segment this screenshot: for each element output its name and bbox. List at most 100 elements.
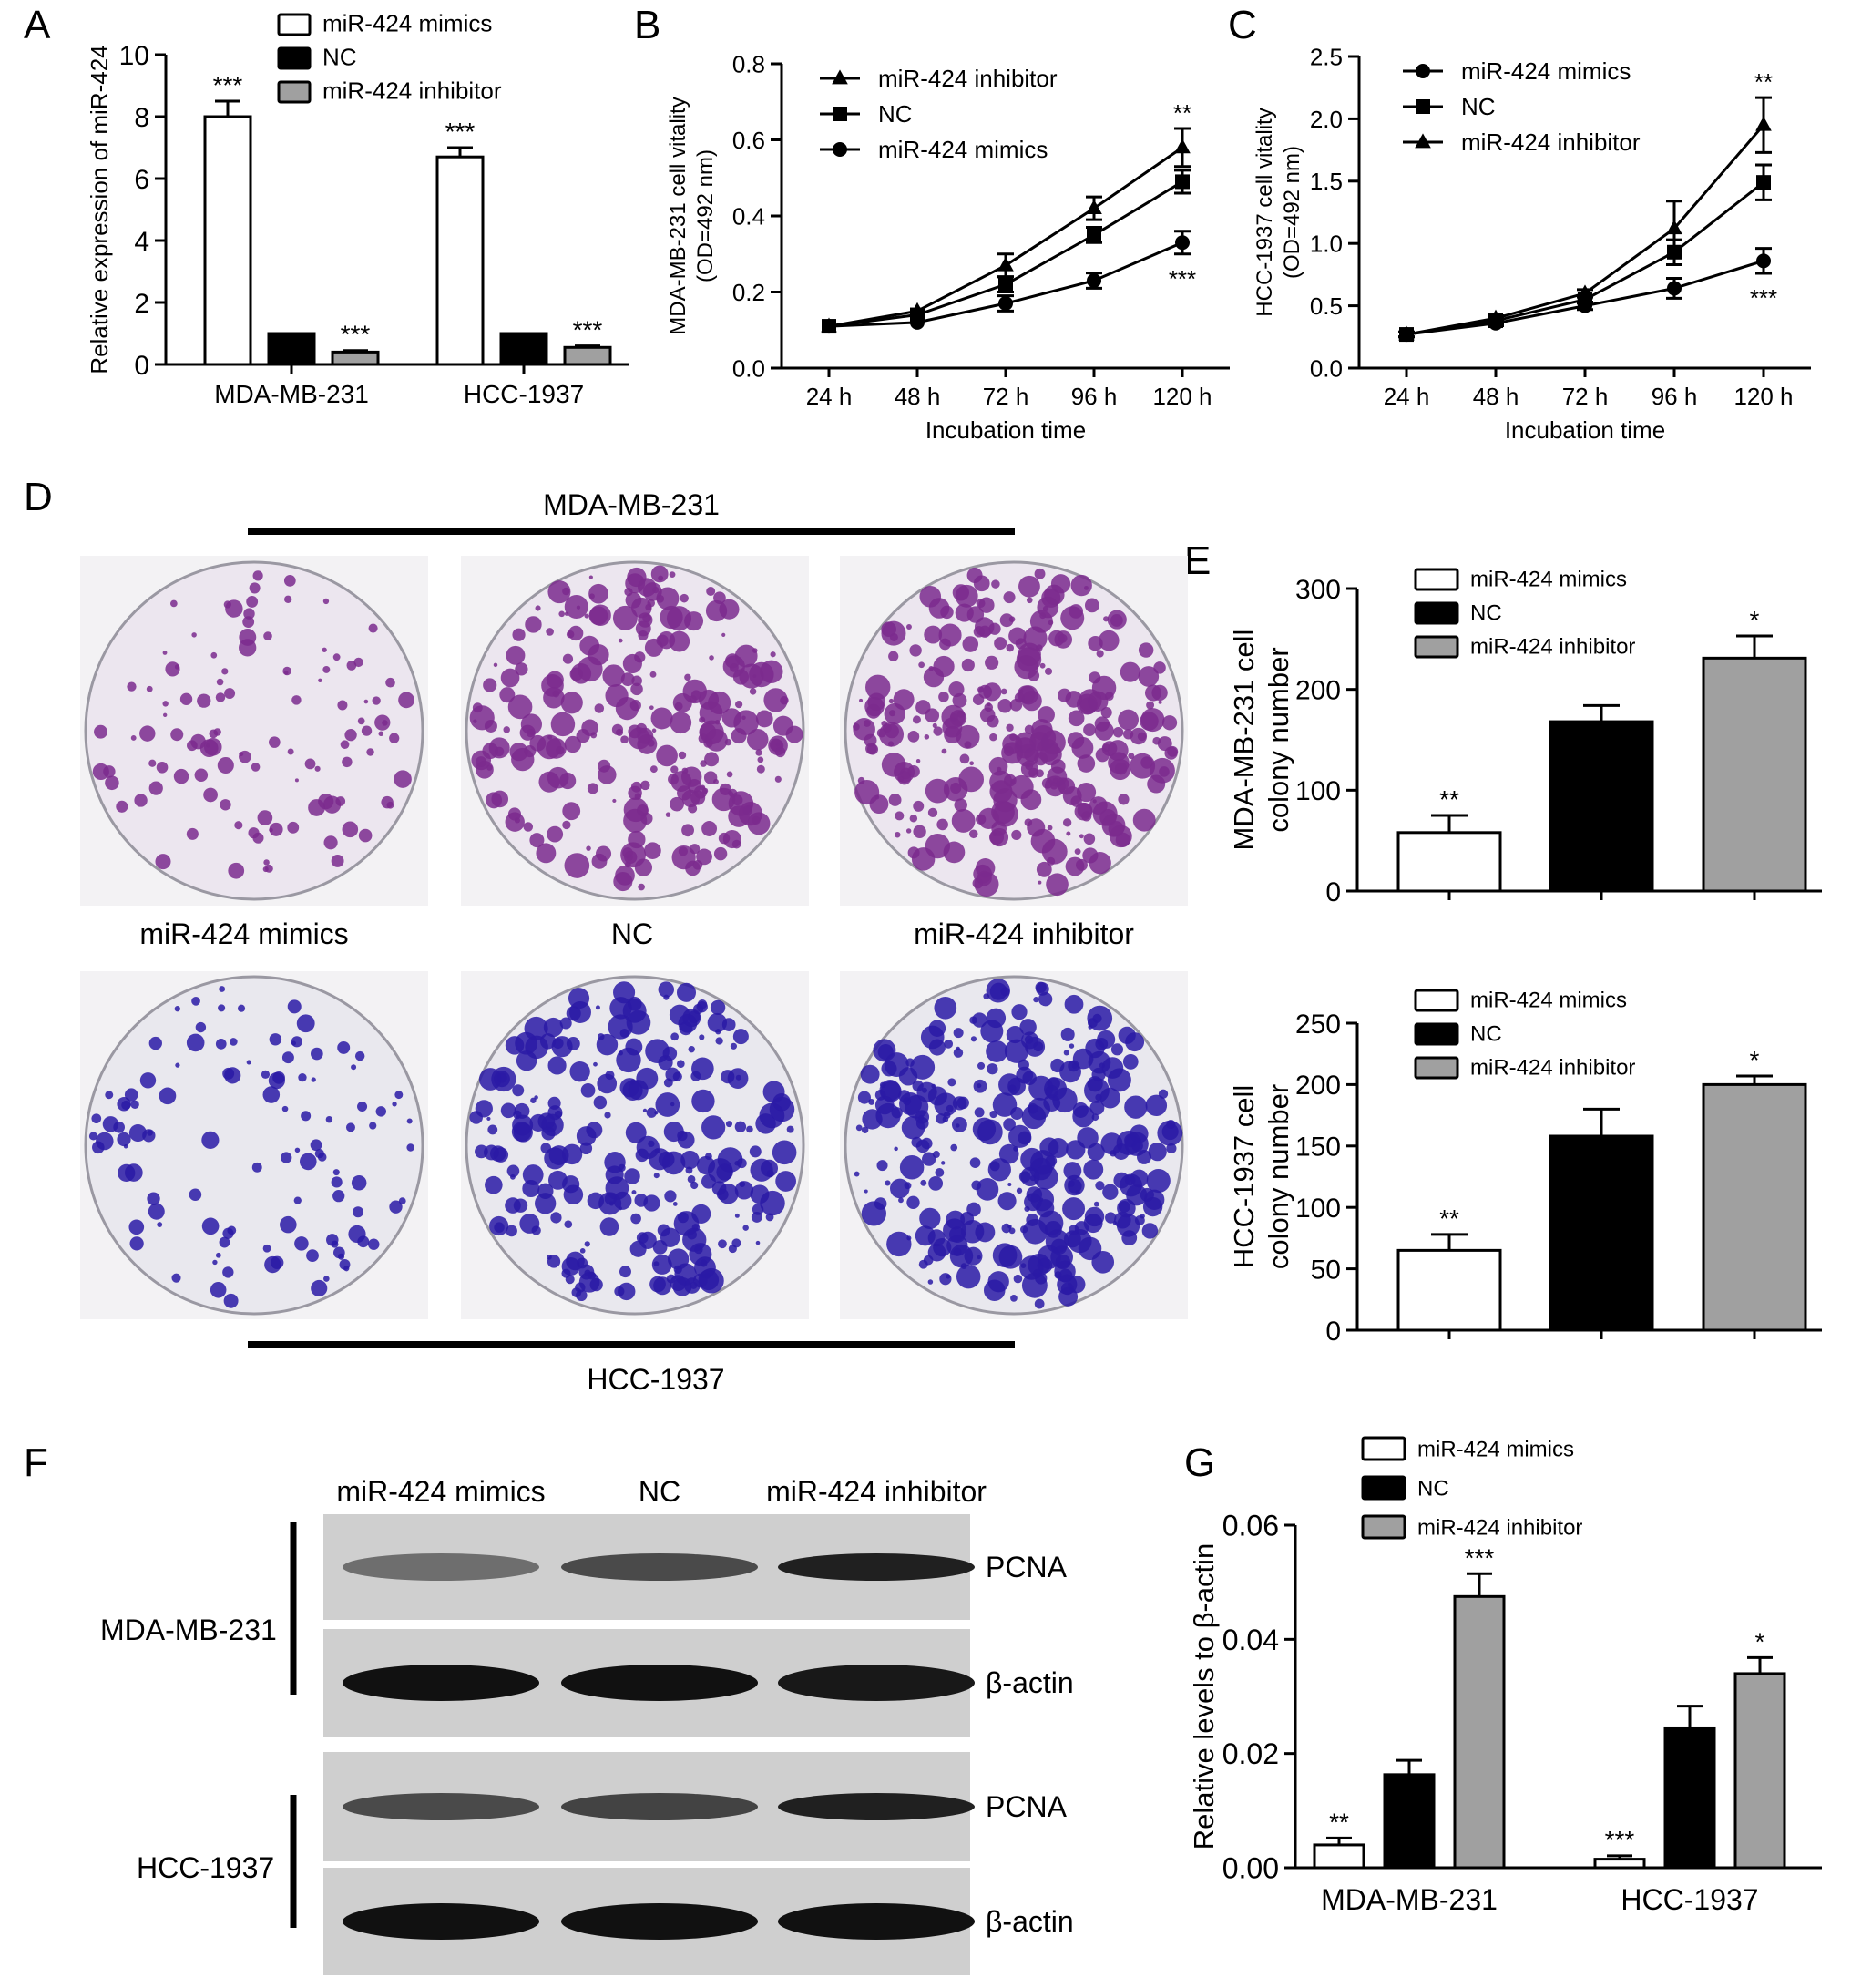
marker-circle	[1416, 64, 1430, 78]
colony	[910, 1054, 936, 1080]
colony	[952, 1096, 967, 1111]
marker-triangle	[1666, 220, 1682, 235]
colony	[928, 1175, 944, 1191]
colony	[690, 1181, 699, 1190]
colony	[658, 981, 674, 998]
colony	[1093, 1201, 1099, 1207]
colony	[1019, 1225, 1028, 1234]
significance-label: **	[1439, 785, 1459, 814]
colony	[746, 729, 769, 751]
colony	[281, 1105, 289, 1112]
colony	[1144, 1189, 1165, 1210]
colony	[550, 712, 576, 737]
colony	[215, 1252, 221, 1258]
colony	[653, 1261, 660, 1267]
colony	[862, 1109, 883, 1130]
colony	[262, 1086, 281, 1103]
colony	[625, 1038, 643, 1056]
colony	[938, 692, 949, 702]
colony	[690, 690, 701, 701]
colony	[630, 1213, 641, 1225]
legend-item-label: miR-424 mimics	[1470, 989, 1627, 1013]
colony	[1124, 1174, 1136, 1186]
colony	[705, 728, 728, 752]
colony	[943, 841, 966, 864]
colony	[1132, 808, 1156, 832]
marker-triangle	[1577, 284, 1593, 300]
colony	[406, 1143, 414, 1152]
colony	[983, 682, 1002, 702]
colony	[956, 710, 965, 718]
colony	[215, 692, 226, 702]
colony	[991, 579, 1000, 589]
colony	[562, 587, 570, 596]
colony	[1130, 727, 1148, 745]
colony	[1030, 1150, 1056, 1175]
y-axis-label: HCC-1937 cell vitality	[1253, 108, 1277, 316]
colony	[613, 871, 633, 892]
colony	[332, 1169, 340, 1176]
colony	[644, 842, 661, 860]
marker-circle	[1175, 235, 1190, 251]
colony	[670, 771, 692, 793]
legend-item-swatch	[1414, 601, 1459, 625]
colony	[665, 1067, 680, 1082]
colony	[992, 1092, 1018, 1117]
colony	[257, 810, 273, 825]
colony	[676, 982, 697, 1002]
colony	[1140, 712, 1159, 731]
colony	[512, 628, 526, 641]
colony	[1079, 834, 1084, 839]
colony	[680, 1150, 700, 1170]
colony	[687, 1174, 696, 1184]
colony	[547, 1096, 561, 1110]
colony	[1077, 754, 1096, 773]
colony	[1075, 1190, 1080, 1195]
colony	[673, 1265, 682, 1274]
colony	[1024, 1035, 1034, 1044]
colony	[969, 1157, 981, 1169]
colony	[283, 595, 292, 604]
legend-item-swatch	[1414, 635, 1459, 659]
colony	[666, 1274, 676, 1284]
mda-group-label: MDA-MB-231	[543, 488, 720, 521]
colony	[618, 1163, 626, 1172]
colony	[1048, 620, 1054, 626]
colony	[210, 651, 218, 659]
colony	[977, 1061, 986, 1070]
colony	[593, 1095, 608, 1110]
colony	[688, 1045, 695, 1053]
colony	[1097, 1030, 1116, 1049]
marker-circle	[822, 319, 836, 334]
colony	[1166, 1143, 1177, 1154]
colony	[287, 999, 302, 1014]
colony	[382, 720, 388, 726]
y-tick-label: 300	[1295, 575, 1341, 605]
colony	[657, 631, 676, 650]
colony	[1138, 666, 1160, 687]
colony	[1003, 1118, 1016, 1132]
colony	[857, 1091, 871, 1104]
colony	[1118, 709, 1140, 731]
x-tick-label: 96 h	[1071, 383, 1118, 410]
colony	[1158, 1089, 1169, 1099]
colony	[406, 1118, 413, 1124]
bar	[1593, 1858, 1646, 1870]
colony	[1020, 760, 1038, 778]
colony	[171, 1273, 181, 1283]
y-tick-label: 2.5	[1310, 43, 1343, 70]
colony	[252, 570, 263, 581]
colony	[1124, 1095, 1148, 1119]
colony	[94, 724, 107, 739]
colony	[1007, 1183, 1012, 1187]
colony	[1089, 671, 1101, 684]
colony	[697, 999, 708, 1009]
colony	[637, 804, 649, 816]
x-tick-label: 72 h	[1562, 383, 1609, 410]
colony	[586, 845, 591, 851]
colony	[195, 1021, 207, 1033]
colony	[560, 692, 583, 714]
colony	[734, 1161, 740, 1166]
colony	[1044, 667, 1053, 675]
colony	[306, 1249, 319, 1262]
